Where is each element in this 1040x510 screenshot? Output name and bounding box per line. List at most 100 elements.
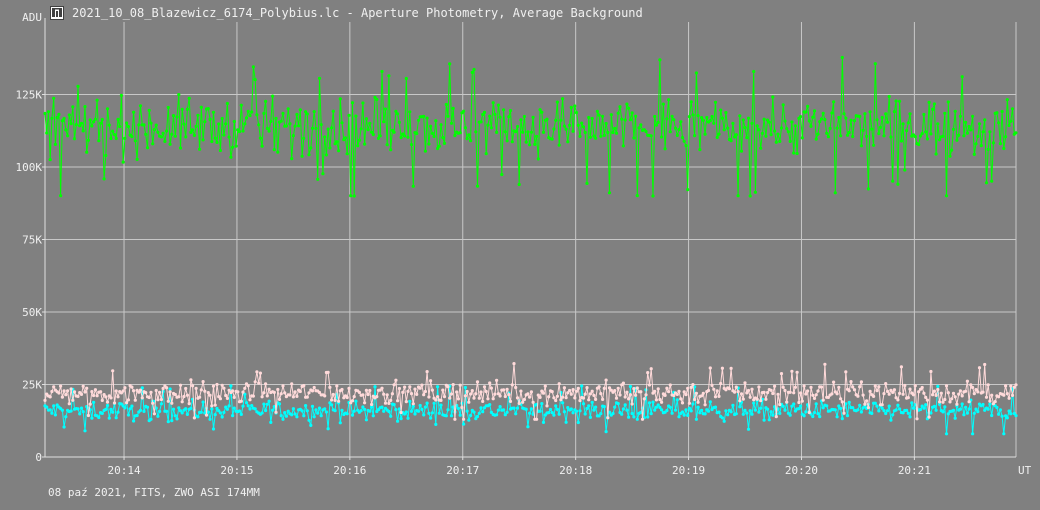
data-point: [911, 393, 916, 397]
data-point: [632, 415, 636, 419]
data-point: [434, 119, 438, 123]
data-point: [392, 403, 396, 407]
data-point: [250, 404, 254, 408]
data-point: [429, 416, 433, 420]
data-point: [738, 399, 742, 403]
data-point: [988, 402, 992, 406]
data-point: [267, 387, 271, 391]
data-point: [138, 388, 143, 392]
data-point: [873, 401, 877, 405]
data-point: [571, 388, 575, 392]
data-point: [213, 136, 217, 140]
data-point: [965, 131, 970, 135]
data-point: [764, 134, 768, 138]
data-point: [488, 403, 492, 407]
data-point: [220, 383, 224, 387]
data-point: [757, 410, 761, 414]
data-point: [614, 396, 619, 400]
data-point: [814, 137, 818, 141]
data-point: [851, 134, 855, 139]
data-point: [726, 413, 730, 417]
data-point: [958, 114, 963, 118]
data-point: [825, 404, 829, 408]
data-point: [741, 412, 745, 416]
data-point: [571, 129, 575, 133]
data-point: [59, 194, 63, 198]
data-point: [409, 409, 414, 413]
data-point: [934, 152, 938, 156]
data-point: [849, 380, 853, 384]
data-point: [194, 386, 198, 390]
data-point: [145, 146, 150, 150]
data-point: [997, 121, 1001, 125]
data-point: [66, 134, 70, 138]
data-point: [425, 116, 429, 120]
data-point: [806, 389, 810, 393]
data-point: [635, 194, 639, 198]
data-point: [413, 412, 417, 416]
data-point: [383, 107, 388, 111]
data-point: [385, 393, 389, 397]
data-point: [686, 413, 690, 417]
data-point: [587, 115, 591, 120]
data-point: [177, 93, 181, 97]
data-point: [446, 408, 450, 412]
series-points: [43, 55, 1018, 198]
data-point: [696, 400, 700, 404]
data-point: [323, 135, 327, 139]
data-point: [159, 402, 163, 406]
data-point: [399, 417, 403, 421]
data-point: [698, 411, 702, 415]
data-point: [350, 399, 355, 403]
data-point: [67, 113, 71, 117]
data-point: [437, 411, 441, 415]
data-point: [908, 387, 912, 391]
data-point: [753, 408, 758, 412]
data-point: [588, 392, 593, 396]
data-point: [496, 408, 500, 412]
data-point: [696, 405, 700, 409]
data-point: [105, 400, 110, 404]
data-point: [990, 413, 994, 418]
data-point: [151, 142, 155, 146]
data-point: [1009, 412, 1013, 416]
data-point: [637, 126, 641, 130]
data-point: [531, 400, 535, 404]
data-point: [1005, 98, 1009, 102]
data-point: [276, 387, 280, 392]
data-point: [463, 385, 467, 390]
data-point: [484, 389, 488, 394]
data-point: [105, 403, 110, 408]
data-point: [913, 384, 917, 388]
data-point: [713, 100, 718, 104]
data-point: [597, 113, 601, 117]
data-point: [851, 406, 855, 410]
data-point: [896, 403, 900, 407]
data-point: [397, 407, 401, 411]
data-point: [821, 406, 825, 410]
data-point: [211, 110, 216, 114]
data-point: [333, 409, 337, 413]
data-point: [856, 394, 860, 398]
data-point: [618, 105, 622, 109]
data-point: [639, 123, 643, 127]
data-point: [517, 401, 521, 405]
data-point: [72, 390, 77, 394]
data-point: [159, 135, 163, 139]
data-point: [925, 137, 930, 141]
data-point: [823, 118, 827, 122]
data-point: [557, 412, 561, 416]
data-point: [175, 115, 179, 119]
data-point: [778, 411, 782, 415]
data-point: [232, 406, 236, 410]
data-point: [253, 407, 257, 411]
data-point: [700, 116, 704, 120]
data-point: [771, 413, 775, 417]
data-point: [607, 191, 612, 195]
data-point: [246, 404, 250, 408]
data-point: [535, 417, 539, 421]
data-point: [882, 134, 886, 138]
data-point: [587, 398, 591, 402]
data-point: [887, 392, 891, 396]
data-point: [290, 382, 294, 386]
